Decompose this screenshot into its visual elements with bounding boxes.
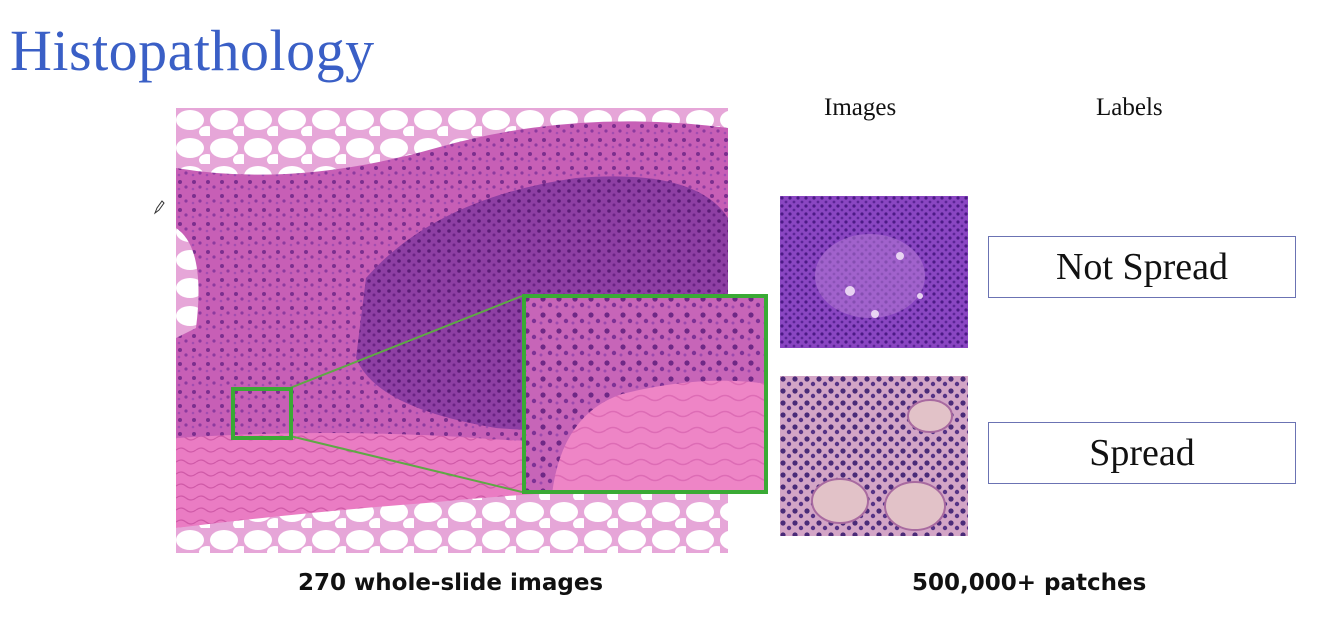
selection-box [231,387,293,440]
patches-caption: 500,000+ patches [912,570,1147,596]
whole-slide-caption: 270 whole-slide images [298,570,604,596]
pen-cursor-icon [153,200,165,215]
label-spread: Spread [988,422,1296,484]
patch-image-not-spread [780,196,968,348]
images-column-header: Images [824,94,897,121]
slide-title: Histopathology [10,18,375,83]
patch-image-spread [780,376,968,536]
label-not-spread: Not Spread [988,236,1296,298]
labels-column-header: Labels [1096,94,1163,121]
zoomed-inset [522,294,768,494]
